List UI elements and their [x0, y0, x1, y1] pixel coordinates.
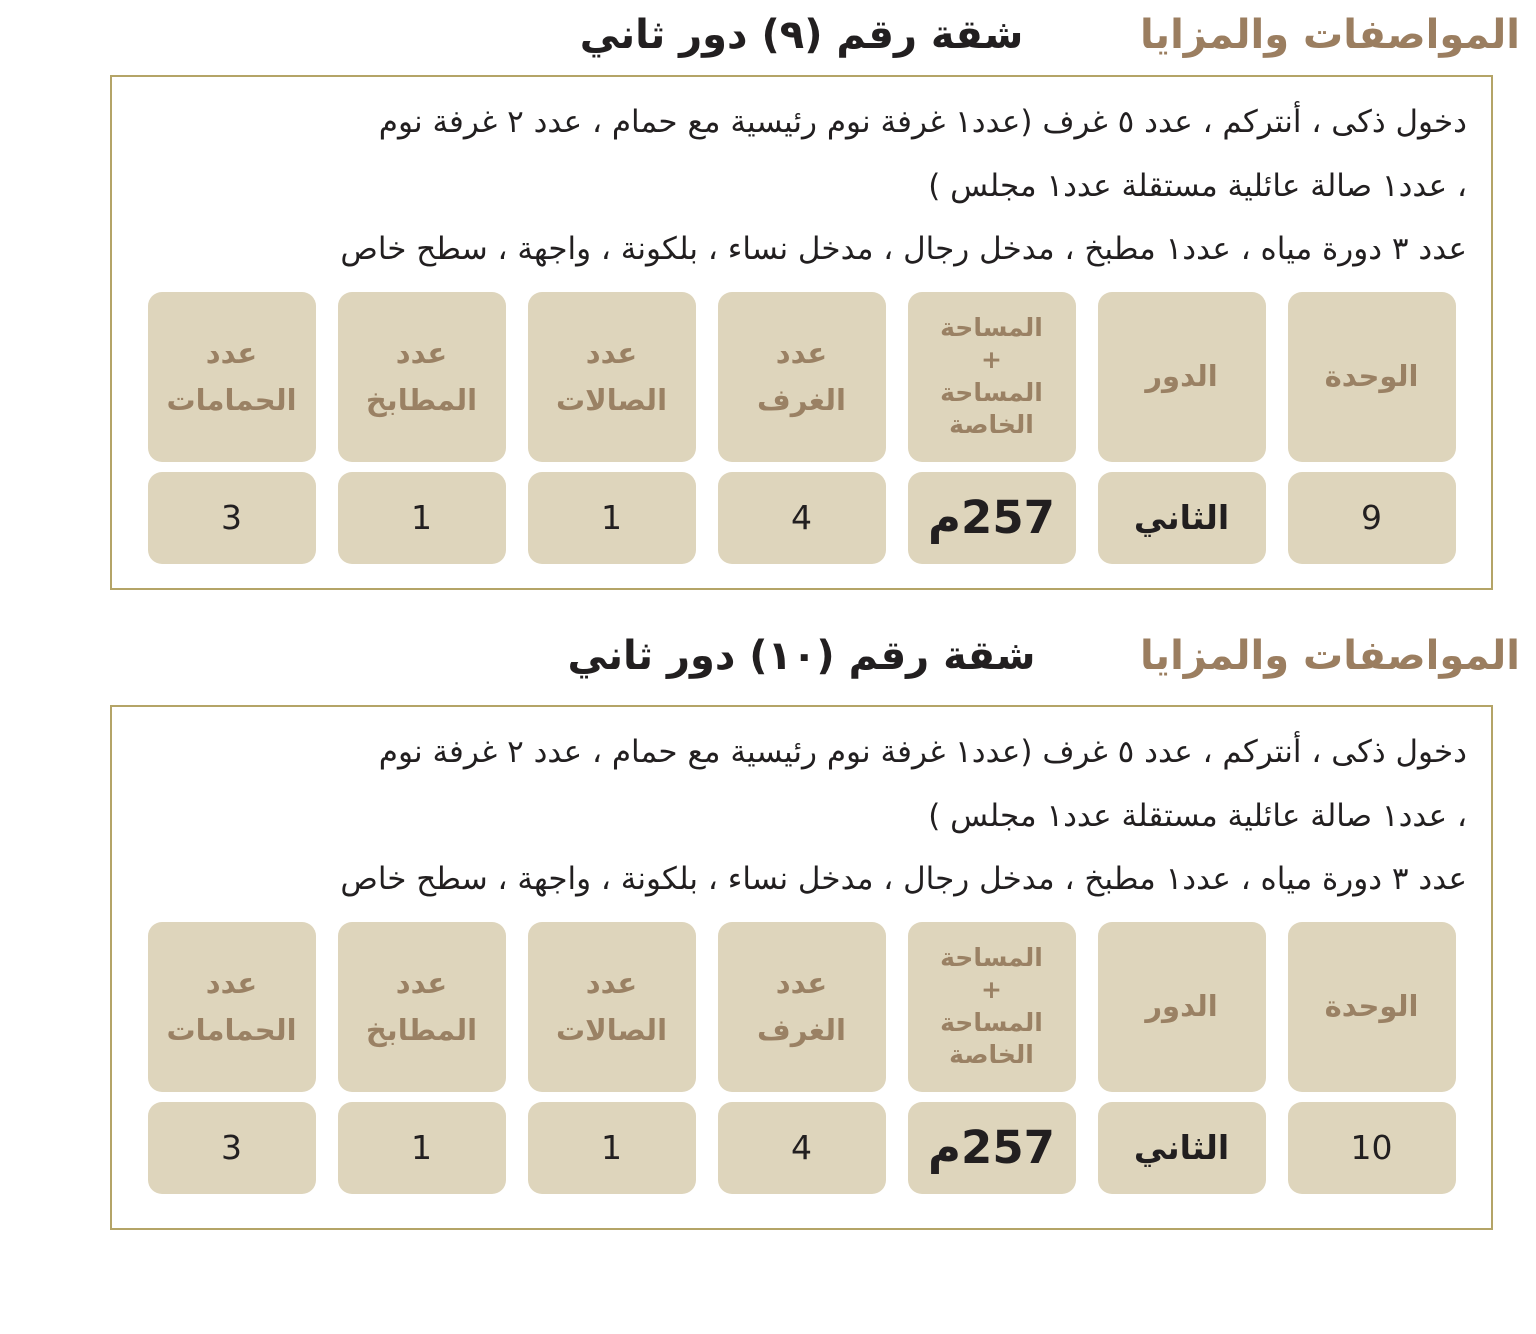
- column-header-cell: عدد الصالات: [527, 921, 696, 1092]
- column-header-cell: عدد المطابخ: [337, 291, 506, 462]
- column-header-cell: عدد المطابخ: [337, 921, 506, 1092]
- value-cell: 1: [337, 1101, 506, 1194]
- apartment-title: شقة رقم (٩) دور ثاني: [579, 12, 1024, 58]
- spec-panel: دخول ذكى ، أنتركم ، عدد ٥ غرف (عدد١ غرفة…: [110, 705, 1493, 1230]
- value-cell: 257م: [907, 1101, 1076, 1194]
- table-column: عدد الغرف 4: [717, 291, 886, 564]
- column-header-cell: المساحة + المساحة الخاصة: [907, 921, 1076, 1092]
- column-header-cell: عدد الصالات: [527, 291, 696, 462]
- value-cell: 9: [1287, 471, 1456, 564]
- value-cell: 4: [717, 1101, 886, 1194]
- column-header-cell: عدد الحمامات: [147, 291, 316, 462]
- specs-features-label: المواصفات والمزايا: [1140, 633, 1520, 679]
- value-cell: 1: [337, 471, 506, 564]
- value-cell: 3: [147, 471, 316, 564]
- value-cell: 3: [147, 1101, 316, 1194]
- table-column: عدد الغرف 4: [717, 921, 886, 1194]
- table-column: الدور الثاني: [1097, 291, 1266, 564]
- description-line: ، عدد١ صالة عائلية مستقلة عدد١ مجلس ): [928, 797, 1467, 834]
- spec-table: الوحدة 9 الدور الثاني المساحة + المساحة الخا…: [112, 282, 1491, 564]
- table-column: الوحدة 9: [1287, 291, 1456, 564]
- table-column: عدد الحمامات 3: [147, 921, 316, 1194]
- description-line: عدد ٣ دورة مياه ، عدد١ مطبخ ، مدخل رجال …: [340, 861, 1467, 898]
- value-cell: الثاني: [1097, 471, 1266, 564]
- spec-panel: دخول ذكى ، أنتركم ، عدد ٥ غرف (عدد١ غرفة…: [110, 75, 1493, 590]
- value-cell: 10: [1287, 1101, 1456, 1194]
- description: دخول ذكى ، أنتركم ، عدد ٥ غرف (عدد١ غرفة…: [112, 77, 1491, 282]
- table-column: المساحة + المساحة الخاصة 257م: [907, 291, 1076, 564]
- value-cell: 4: [717, 471, 886, 564]
- table-column: المساحة + المساحة الخاصة 257م: [907, 921, 1076, 1194]
- description: دخول ذكى ، أنتركم ، عدد ٥ غرف (عدد١ غرفة…: [112, 707, 1491, 912]
- description-line: عدد ٣ دورة مياه ، عدد١ مطبخ ، مدخل رجال …: [340, 231, 1467, 268]
- description-line: ، عدد١ صالة عائلية مستقلة عدد١ مجلس ): [928, 167, 1467, 204]
- description-line: دخول ذكى ، أنتركم ، عدد ٥ غرف (عدد١ غرفة…: [378, 734, 1467, 770]
- column-header-cell: عدد الغرف: [717, 921, 886, 1092]
- column-header-cell: الدور: [1097, 291, 1266, 462]
- value-cell: 1: [527, 471, 696, 564]
- column-header-cell: عدد الحمامات: [147, 921, 316, 1092]
- table-column: عدد المطابخ 1: [337, 921, 506, 1194]
- value-cell: الثاني: [1097, 1101, 1266, 1194]
- spec-table: الوحدة 10 الدور الثاني المساحة + المساحة الخ…: [112, 912, 1491, 1194]
- value-cell: 1: [527, 1101, 696, 1194]
- table-column: عدد الصالات 1: [527, 291, 696, 564]
- column-header-cell: المساحة + المساحة الخاصة: [907, 291, 1076, 462]
- apartment-title: شقة رقم (١٠) دور ثاني: [567, 633, 1036, 679]
- table-column: عدد الصالات 1: [527, 921, 696, 1194]
- table-column: الدور الثاني: [1097, 921, 1266, 1194]
- value-cell: 257م: [907, 471, 1076, 564]
- column-header-cell: الدور: [1097, 921, 1266, 1092]
- table-column: عدد المطابخ 1: [337, 291, 506, 564]
- table-column: الوحدة 10: [1287, 921, 1456, 1194]
- column-header-cell: الوحدة: [1287, 921, 1456, 1092]
- description-line: دخول ذكى ، أنتركم ، عدد ٥ غرف (عدد١ غرفة…: [378, 104, 1467, 140]
- column-header-cell: الوحدة: [1287, 291, 1456, 462]
- specs-features-label: المواصفات والمزايا: [1140, 12, 1520, 58]
- table-column: عدد الحمامات 3: [147, 291, 316, 564]
- section-header: شقة رقم (٩) دور ثاني المواصفات والمزايا: [0, 12, 1536, 72]
- section-header: شقة رقم (١٠) دور ثاني المواصفات والمزايا: [0, 633, 1536, 693]
- column-header-cell: عدد الغرف: [717, 291, 886, 462]
